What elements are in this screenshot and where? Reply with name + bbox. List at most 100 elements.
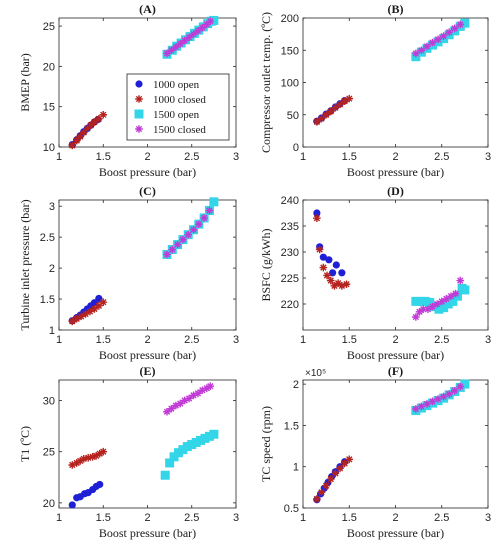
data-point <box>315 245 324 254</box>
data-point <box>195 220 203 228</box>
data-point <box>90 299 98 307</box>
chart-panel-e: (E) 1 1.5 2 2.5 3 20 25 30 Boost pressure (bar) T1… <box>18 364 239 540</box>
x-tick-label: 2 <box>392 334 398 346</box>
data-point <box>345 455 354 464</box>
data-point <box>189 30 198 38</box>
data-point <box>209 429 219 439</box>
y-tick-label: 230 <box>281 247 299 259</box>
data-point <box>450 24 459 33</box>
y-tick-label: 15 <box>43 102 55 114</box>
y-tick-label: 0 <box>293 142 299 154</box>
data-point <box>198 23 207 32</box>
data-point <box>168 245 177 254</box>
data-point <box>420 296 430 306</box>
x-tick-label: 3 <box>485 512 491 524</box>
data-point <box>176 399 185 408</box>
data-point <box>72 459 81 467</box>
data-point <box>172 43 180 51</box>
y-tick-label: 20 <box>43 498 55 510</box>
data-point <box>456 382 465 391</box>
series-1000-closed <box>68 447 108 469</box>
x-tick-label: 2.5 <box>434 151 449 163</box>
data-point <box>317 488 326 497</box>
y-tick-label: 25 <box>43 21 55 33</box>
data-point <box>331 469 340 478</box>
x-tick-label: 1.5 <box>96 151 111 163</box>
y-tick-label: 2.5 <box>40 232 55 244</box>
x-tick-label: 3 <box>485 151 491 163</box>
data-point <box>445 28 453 36</box>
data-point <box>202 20 211 29</box>
data-point <box>415 308 424 316</box>
x-tick-label: 1 <box>300 151 306 163</box>
y-tick-label: 50 <box>287 110 299 122</box>
x-tick-label: 1.5 <box>96 334 111 346</box>
data-point <box>95 449 104 458</box>
data-point <box>326 107 335 116</box>
legend-marker <box>135 80 143 88</box>
y-axis-title: BSFC (g/kWh) <box>259 228 273 301</box>
data-point <box>412 49 420 58</box>
series-1500-closed <box>412 382 465 413</box>
data-point <box>313 118 321 126</box>
x-axis-title: Boost pressure (bar) <box>347 348 444 362</box>
series-1000-closed <box>68 110 108 150</box>
data-point <box>460 18 470 28</box>
x-axis-title: Boost pressure (bar) <box>347 165 444 179</box>
data-point <box>81 310 90 318</box>
data-point <box>322 481 330 490</box>
data-point <box>72 315 81 323</box>
series-1500-closed <box>163 206 214 259</box>
panel-title: (F) <box>388 364 403 378</box>
data-point <box>439 303 449 313</box>
data-point <box>99 447 108 456</box>
data-point <box>332 261 340 269</box>
data-point <box>205 206 214 215</box>
data-point <box>88 453 97 461</box>
legend-label: 1000 closed <box>153 94 206 106</box>
data-point <box>331 103 340 112</box>
data-point <box>165 458 175 468</box>
x-tick-label: 1.5 <box>342 151 357 163</box>
y-tick-label: 200 <box>281 13 299 25</box>
x-tick-label: 1.5 <box>96 512 111 524</box>
data-point <box>206 382 215 390</box>
data-point <box>456 276 465 285</box>
legend-label: 1500 closed <box>153 124 206 136</box>
data-point <box>163 49 171 58</box>
data-point <box>423 400 431 408</box>
series-1000-open <box>68 480 104 509</box>
panel-title: (E) <box>140 364 156 378</box>
data-point <box>84 454 93 462</box>
y-tick-label: 240 <box>281 195 299 207</box>
chart-panel-a: (A) 1 1.5 2 2.5 3 10 15 20 25 Boost pressure (bar)… <box>18 2 239 179</box>
x-tick-label: 1 <box>56 334 62 346</box>
data-point <box>340 459 349 468</box>
data-point <box>336 464 344 473</box>
data-point <box>68 461 77 469</box>
y-tick-label: 10 <box>43 142 55 154</box>
data-point <box>172 401 180 410</box>
data-point <box>428 38 437 47</box>
data-point <box>334 279 342 287</box>
y-multiplier-label: ×10⁵ <box>305 368 326 379</box>
x-axis-title: Boost pressure (bar) <box>347 526 444 540</box>
data-point <box>447 292 455 300</box>
data-point <box>425 297 435 307</box>
legend-marker <box>135 95 143 103</box>
x-tick-label: 2.5 <box>434 334 449 346</box>
data-point <box>163 250 171 259</box>
data-point <box>317 114 326 123</box>
data-point <box>79 455 88 463</box>
plot-area-frame <box>302 17 489 148</box>
y-axis-title: BMEP (bar) <box>18 53 32 112</box>
panel-title: (C) <box>139 184 156 198</box>
series-1000-closed <box>313 455 354 503</box>
y-tick-label: 3 <box>49 201 55 213</box>
data-point <box>424 305 432 313</box>
data-point <box>180 396 189 405</box>
x-tick-label: 2 <box>392 151 398 163</box>
data-point <box>417 402 426 411</box>
data-point <box>428 302 437 311</box>
